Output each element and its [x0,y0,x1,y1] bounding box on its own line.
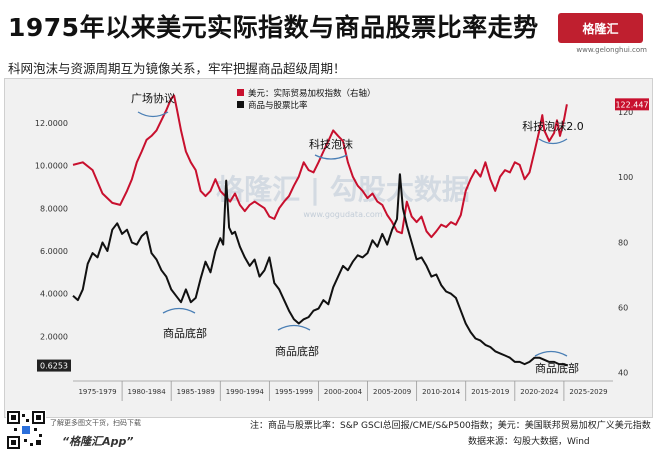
x-tick-label: 2020-2024 [520,388,559,396]
y-left-tick-label: 10.0000 [35,162,68,171]
y-left-tick-label: 12.0000 [35,119,68,128]
x-tick-label: 2015-2019 [471,388,509,396]
x-tick-label: 2005-2009 [373,388,411,396]
y-left-tick-label: 4.0000 [40,290,68,299]
app-name: “格隆汇App” [62,435,134,448]
x-tick-label: 1980-1984 [128,388,167,396]
dollar-end-badge [615,98,649,111]
chart-svg: 格隆汇 | 勾股大数据 www.gogudata.com 2.0000 4.0000 6… [35,88,649,401]
page-subtitle: 科网泡沫与资源周期互为镜像关系，牢牢把握商品超级周期！ [8,61,346,76]
watermark-url: www.gogudata.com [303,210,382,219]
footer-source: 数据来源：勾股大数据，Wind [468,437,590,447]
ratio-end-label: 0.6253 [40,362,68,371]
y-left-tick-label: 2.0000 [40,332,68,341]
y-right-tick-label: 120 [618,108,633,117]
ratio-end-badge [37,359,71,372]
y-right-tick-label: 60 [618,303,628,312]
chart-panel: 格隆汇 | 勾股大数据 www.gogudata.com 2.0000 4.0000 6… [4,78,653,418]
dollar-index-line [72,94,568,239]
logo-url: www.gelonghui.com [576,46,647,54]
annotation-tech-bubble: 科技泡沫 [309,137,353,151]
x-tick-label: 2000-2004 [324,388,363,396]
watermark-text: 格隆汇 | 勾股大数据 [216,173,470,206]
annotation-commodity-bottom-1: 商品底部 [163,326,207,340]
dollar-end-label: 122.447 [615,100,648,109]
legend-label: 美元：实际贸易加权指数（右轴） [248,88,376,99]
x-tick-label: 1990-1994 [226,388,265,396]
brand-logo[interactable]: 格隆汇 [558,13,643,43]
legend-swatch [237,101,244,108]
annotation-commodity-bottom-3: 商品底部 [535,361,579,375]
y-right-tick-label: 100 [618,173,633,182]
y-left-tick-label: 6.0000 [40,247,68,256]
commodity-stock-ratio-line [72,173,569,367]
annotation-commodity-bottom-2-arc [277,324,311,331]
qr-code-icon[interactable] [6,410,46,450]
y-right-tick-label: 40 [618,368,628,377]
annotation-tech-bubble-arc [314,154,348,160]
footer-note: 注：商品与股票比率：S&P GSCI总回报/CME/S&P500指数；美元：美国… [250,421,651,431]
annotation-plaza-accord: 广场协议 [131,91,175,105]
x-tick-label: 1995-1999 [275,388,313,396]
x-tick-label: 1975-1979 [78,388,116,396]
annotation-commodity-bottom-2: 商品底部 [275,344,319,358]
logo-text: 格隆汇 [582,21,619,36]
y-left-tick-label: 8.0000 [40,204,68,213]
annotation-tech-bubble-2-arc [538,138,568,145]
annotation-tech-bubble-2: 科技泡沫2.0 [522,119,584,133]
app-hint: 了解更多图文干货，扫码下载 [50,419,141,427]
annotation-commodity-bottom-3-arc [534,350,568,357]
page-title: 1975年以来美元实际指数与商品股票比率走势 [8,13,539,42]
annotation-plaza-accord-arc [137,111,169,118]
legend-label: 商品与股票比率 [248,100,308,111]
y-right-tick-label: 80 [618,238,628,247]
x-tick-label: 1985-1989 [177,388,215,396]
plot-area [73,91,613,379]
x-tick-label: 2025-2029 [569,388,607,396]
legend-swatch [237,89,244,96]
annotation-commodity-bottom-1-arc [162,307,196,314]
x-tick-label: 2010-2014 [422,388,461,396]
